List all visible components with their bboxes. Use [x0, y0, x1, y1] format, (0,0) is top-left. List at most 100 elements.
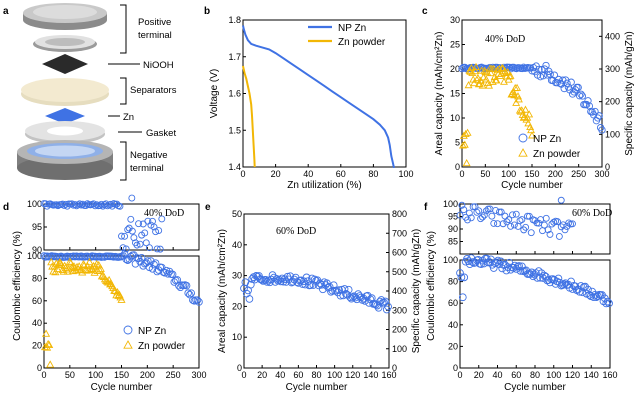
e-point-np-zn	[344, 285, 353, 294]
c-point-zn-powder	[484, 78, 493, 87]
f-bottom-xtick-label: 20	[474, 370, 484, 380]
c-ytick-label: 25	[450, 40, 460, 50]
f-top-point-np-zn	[509, 211, 516, 219]
c-legend-swatch	[518, 148, 528, 157]
label-nioh: NiOOH	[143, 60, 174, 71]
d-top-point-np-zn	[116, 202, 124, 210]
d-top-point-np-zn	[158, 215, 166, 223]
f-top-point-np-zn	[539, 227, 546, 235]
c-legend-swatch	[518, 133, 528, 143]
d-bottom-point-np-zn	[190, 297, 199, 305]
label-gasket: Gasket	[146, 128, 176, 139]
f-top-point-np-zn	[492, 206, 500, 214]
c-point-zn-powder	[479, 73, 488, 81]
d-bottom-point-zn-powder	[89, 261, 98, 270]
f-top-point-np-zn	[507, 222, 515, 230]
c-point-zn-powder	[466, 67, 475, 75]
f-bottom-xtick-label: 160	[602, 370, 617, 380]
d-top-point-np-zn	[128, 194, 136, 202]
d-bottom-point-np-zn	[193, 296, 202, 304]
f-top-point-np-zn	[555, 232, 563, 240]
f-top-point-np-zn	[516, 217, 524, 225]
e-ylabel: Areal capacity (mAh/cm²Zn)	[217, 229, 228, 353]
e-ytick-right-label: 700	[392, 228, 407, 238]
label-positive-terminal-1: Positive	[138, 17, 171, 28]
e-point-np-zn	[263, 278, 271, 286]
f-top-point-np-zn	[537, 216, 545, 223]
d-bottom-point-np-zn	[164, 270, 172, 278]
d-legend-swatch	[123, 325, 133, 335]
f-bottom-point-np-zn	[575, 287, 584, 296]
c-point-np-zn	[543, 71, 552, 79]
c-point-np-zn	[577, 90, 585, 98]
e-xtick-label: 20	[257, 370, 267, 380]
e-point-np-zn	[325, 283, 334, 291]
c-point-zn-powder	[481, 67, 490, 75]
e-ytick-right-label: 500	[392, 267, 407, 277]
label-separators: Separators	[130, 85, 177, 96]
c-point-zn-powder	[513, 83, 522, 91]
c-ytick-right-label: 0	[605, 162, 610, 172]
d-top-ytick-label: 100	[27, 199, 42, 209]
c-point-np-zn	[594, 114, 602, 122]
d-top-point-np-zn	[141, 229, 149, 237]
panel-f: f 85 90 95 100 0 20 40 60 80 100 120 140 160 0 20 40 60 8…	[424, 196, 618, 393]
c-point-np-zn	[584, 97, 592, 105]
d-top-point-np-zn	[76, 200, 84, 208]
f-top-point-np-zn	[505, 216, 513, 224]
f-bottom-ytick-label: 0	[453, 363, 458, 373]
f-bottom-point-np-zn	[503, 263, 512, 271]
f-bottom-point-np-zn	[460, 273, 469, 282]
f-bottom-point-np-zn	[477, 260, 485, 269]
f-top-point-np-zn	[488, 212, 496, 220]
f-top-ytick-label: 95	[448, 212, 458, 222]
f-bottom-point-np-zn	[491, 259, 500, 268]
c-ytick-right-label: 300	[605, 64, 620, 74]
f-top-point-np-zn	[499, 220, 507, 228]
e-ytick-right-label: 400	[392, 286, 407, 296]
c-point-zn-powder	[463, 128, 472, 136]
f-top-point-np-zn	[477, 215, 485, 223]
f-top-point-np-zn	[494, 220, 501, 228]
d-bottom-xtick-label: 100	[88, 370, 103, 380]
f-bottom-point-np-zn	[603, 297, 612, 306]
b-ylabel: Voltage (V)	[209, 69, 220, 118]
c-point-np-zn	[591, 107, 599, 116]
panel-b-letter: b	[204, 6, 210, 17]
c-point-np-zn	[567, 78, 575, 86]
e-xlabel: Cycle number	[286, 382, 348, 393]
d-bottom-ytick-label: 40	[32, 318, 42, 328]
c-point-zn-powder	[482, 75, 491, 83]
d-bottom-ytick-label: 100	[27, 251, 42, 261]
nioh-layer-illustration	[42, 54, 88, 74]
d-bottom-point-zn-powder	[90, 268, 99, 276]
d-bottom-point-np-zn	[182, 281, 191, 290]
d-bottom-point-zn-powder	[49, 267, 58, 275]
c-ytick-right-label: 400	[605, 31, 620, 41]
c-point-np-zn	[519, 63, 528, 71]
f-top-point-np-zn	[550, 218, 558, 226]
f-top-point-np-zn	[525, 212, 533, 220]
c-xtick-label: 200	[548, 169, 563, 179]
d-bottom-point-zn-powder	[79, 260, 88, 268]
f-top-point-np-zn	[480, 211, 488, 219]
c-legend-label: NP Zn	[533, 134, 561, 145]
e-frame	[243, 213, 390, 369]
d-bottom-xtick-label: 50	[65, 370, 75, 380]
b-ytick-label: 1.7	[228, 52, 241, 62]
f-bottom-point-np-zn	[515, 262, 523, 270]
d-bottom-point-zn-powder	[52, 259, 61, 267]
f-bottom-point-np-zn	[456, 269, 464, 277]
d-top-point-np-zn	[142, 239, 150, 247]
d-legend-swatch	[123, 340, 133, 349]
c-point-np-zn	[518, 64, 526, 73]
d-top-point-np-zn	[102, 200, 110, 208]
d-top-point-np-zn	[152, 228, 160, 236]
e-xtick-label: 140	[363, 370, 378, 380]
d-bottom-point-np-zn	[151, 259, 160, 267]
e-ytick-label: 0	[237, 363, 242, 373]
d-top-point-np-zn	[60, 201, 68, 209]
c-xtick-label: 300	[594, 169, 609, 179]
d-top-point-np-zn	[130, 234, 138, 242]
